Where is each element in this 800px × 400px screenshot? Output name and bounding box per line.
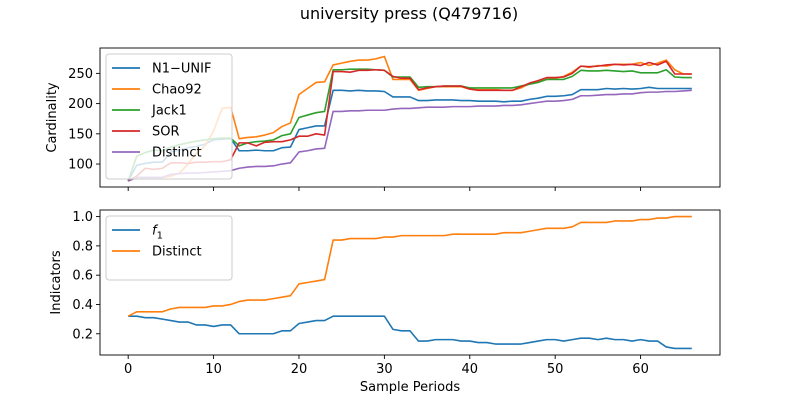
x-tick-label: 10 — [205, 362, 222, 377]
axes-frame — [99, 209, 721, 356]
x-tick-label: 50 — [547, 362, 564, 377]
legend-label-distinct: Distinct — [152, 146, 202, 161]
legend-label-jack1: Jack1 — [151, 104, 187, 119]
x-tick-label: 40 — [462, 362, 479, 377]
y-axis-label: Indicators — [49, 250, 64, 314]
x-tick-label: 30 — [376, 362, 393, 377]
indicators-panel: 0 10 20 30 40 50 60 0.2 0.4 0.6 0.8 1.0 Indicators Sa… — [49, 209, 721, 395]
x-tick-label: 60 — [632, 362, 649, 377]
legend-label-n1-unif: N1−UNIF — [152, 62, 211, 77]
y-tick-label: 0.6 — [72, 269, 93, 284]
axes-frame — [99, 47, 721, 188]
figure-title: university press (Q479716) — [300, 4, 518, 23]
legend-label-f1: f1 — [152, 224, 163, 242]
y-tick-label: 1.0 — [72, 210, 93, 225]
x-axis-label: Sample Periods — [360, 380, 460, 395]
y-tick-label: 100 — [68, 158, 93, 173]
x-tick-label: 0 — [124, 362, 132, 377]
y-tick-label: 200 — [68, 97, 93, 112]
y-tick-label: 0.4 — [72, 298, 93, 313]
series-line-f1 — [128, 315, 692, 350]
cardinality-panel: 100 150 200 250 Cardinality N1−UNIF Chao92 Jack… — [45, 47, 721, 191]
y-tick-label: 250 — [68, 67, 93, 82]
y-axis-label: Cardinality — [45, 82, 60, 153]
legend-label-distinct: Distinct — [152, 245, 202, 260]
legend-box — [105, 215, 233, 281]
x-tick-label: 20 — [291, 362, 308, 377]
legend: f1 Distinct — [105, 215, 233, 281]
y-tick-label: 0.2 — [72, 327, 93, 342]
y-tick-label: 150 — [68, 127, 93, 142]
legend: N1−UNIF Chao92 Jack1 SOR Distinct — [105, 53, 233, 180]
legend-label-chao92: Chao92 — [152, 83, 202, 98]
y-tick-label: 0.8 — [72, 239, 93, 254]
series-line-distinct — [127, 215, 692, 317]
legend-label-sor: SOR — [152, 125, 180, 140]
legend-box — [105, 53, 233, 180]
